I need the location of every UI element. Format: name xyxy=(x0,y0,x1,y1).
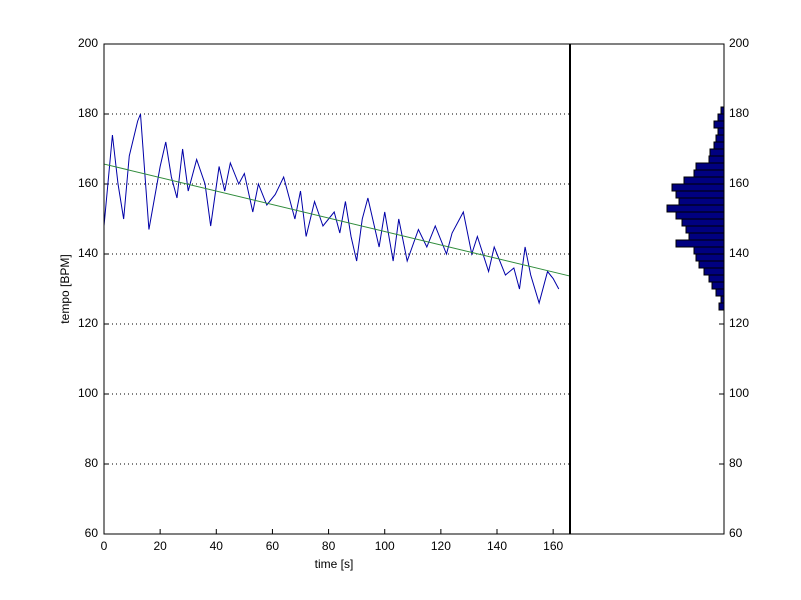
y-tick-label: 60 xyxy=(85,526,99,540)
y-tick-label: 80 xyxy=(85,456,99,470)
y-tick-label: 100 xyxy=(729,386,749,400)
x-tick-label: 160 xyxy=(543,539,563,553)
y-tick-label: 200 xyxy=(78,36,98,50)
hist-bar xyxy=(681,218,725,227)
hist-bar xyxy=(708,155,725,164)
hist-bar xyxy=(693,246,725,255)
y-tick-label: 120 xyxy=(78,316,98,330)
hist-bar xyxy=(671,183,725,192)
axes-box xyxy=(103,43,725,535)
data-line xyxy=(103,163,571,277)
hist-bar xyxy=(718,302,725,311)
x-tick-label: 20 xyxy=(153,539,167,553)
hist-bar xyxy=(703,267,725,276)
y-tick-label: 60 xyxy=(729,526,743,540)
hist-bar xyxy=(685,225,725,234)
hist-bar xyxy=(715,288,725,297)
x-tick-label: 140 xyxy=(487,539,507,553)
x-tick-label: 80 xyxy=(322,539,336,553)
hist-bar xyxy=(693,169,725,178)
hist-bar xyxy=(675,190,725,199)
y-tick-label: 140 xyxy=(729,246,749,260)
hist-bar xyxy=(717,127,725,136)
x-tick-label: 40 xyxy=(210,539,224,553)
y-tick-label: 180 xyxy=(78,106,98,120)
hist-bar xyxy=(675,211,725,220)
hist-bar xyxy=(717,113,725,122)
y-tick-label: 160 xyxy=(78,176,98,190)
x-axis-label: time [s] xyxy=(315,557,354,571)
y-tick-label: 80 xyxy=(729,456,743,470)
data-line xyxy=(103,113,560,305)
y-tick-label: 180 xyxy=(729,106,749,120)
y-tick-label: 160 xyxy=(729,176,749,190)
hist-bar xyxy=(695,162,725,171)
hist-bar xyxy=(695,253,725,262)
hist-bar xyxy=(678,197,725,206)
hist-bar xyxy=(688,232,725,241)
hist-bar xyxy=(713,120,725,129)
y-tick-label: 200 xyxy=(729,36,749,50)
x-tick-label: 100 xyxy=(375,539,395,553)
hist-bar xyxy=(698,260,725,269)
hist-bar xyxy=(715,134,725,143)
y-tick-label: 140 xyxy=(78,246,98,260)
hist-bar xyxy=(709,148,725,157)
hist-bar xyxy=(675,239,725,248)
x-tick-label: 0 xyxy=(101,539,108,553)
y-axis-label: tempo [BPM] xyxy=(58,254,72,323)
hist-bar xyxy=(711,281,725,290)
hist-bar xyxy=(683,176,725,185)
hist-bar xyxy=(708,274,725,283)
y-tick-label: 120 xyxy=(729,316,749,330)
y-tick-label: 100 xyxy=(78,386,98,400)
x-tick-label: 120 xyxy=(431,539,451,553)
x-tick-label: 60 xyxy=(266,539,280,553)
hist-bar xyxy=(713,141,725,150)
hist-bar xyxy=(666,204,725,213)
